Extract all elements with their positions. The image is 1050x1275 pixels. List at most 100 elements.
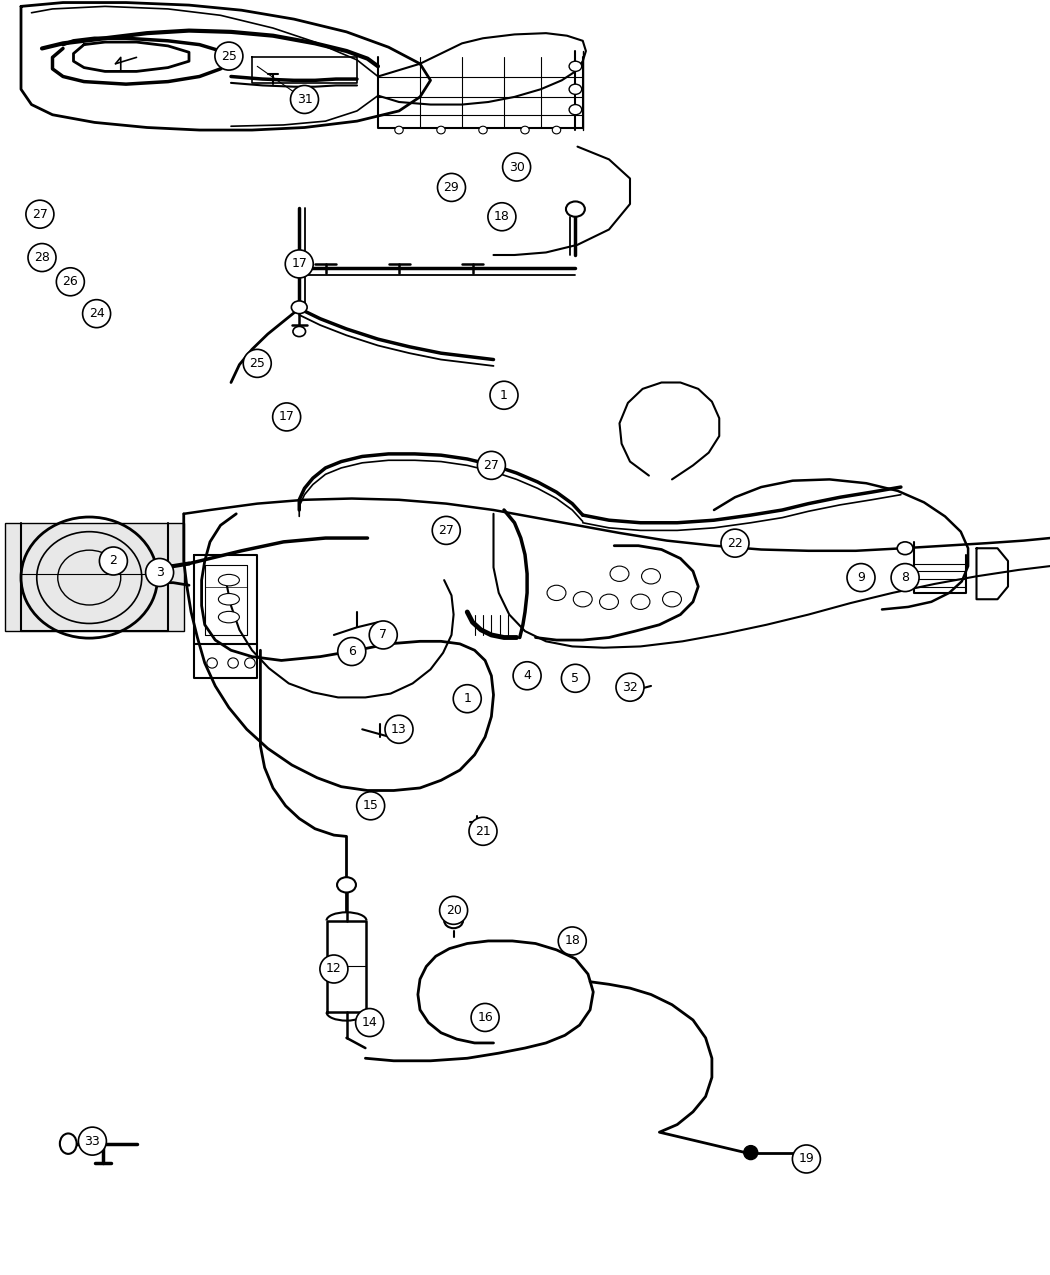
Text: 31: 31	[296, 93, 313, 106]
Circle shape	[793, 1145, 820, 1173]
Text: 13: 13	[391, 723, 407, 736]
Circle shape	[471, 1003, 499, 1031]
Ellipse shape	[437, 126, 445, 134]
Ellipse shape	[444, 913, 463, 928]
Circle shape	[28, 244, 56, 272]
Ellipse shape	[569, 105, 582, 115]
Ellipse shape	[897, 570, 914, 583]
Circle shape	[891, 564, 919, 592]
Text: 19: 19	[798, 1153, 815, 1165]
Circle shape	[338, 638, 365, 666]
Ellipse shape	[395, 126, 403, 134]
Circle shape	[79, 1127, 106, 1155]
Ellipse shape	[573, 592, 592, 607]
Text: 25: 25	[220, 50, 237, 62]
Circle shape	[513, 662, 541, 690]
Text: 30: 30	[508, 161, 525, 173]
Ellipse shape	[218, 574, 239, 586]
Text: 15: 15	[362, 799, 379, 812]
Circle shape	[356, 1009, 383, 1037]
Polygon shape	[5, 523, 184, 631]
Ellipse shape	[622, 682, 643, 700]
Text: 4: 4	[523, 669, 531, 682]
Circle shape	[440, 896, 467, 924]
Text: 29: 29	[443, 181, 460, 194]
Ellipse shape	[218, 612, 239, 623]
Circle shape	[291, 85, 318, 113]
Circle shape	[433, 516, 460, 544]
Text: 27: 27	[483, 459, 500, 472]
Text: 26: 26	[63, 275, 79, 288]
Text: 5: 5	[571, 672, 580, 685]
Text: 32: 32	[622, 681, 638, 694]
Ellipse shape	[293, 326, 306, 337]
Circle shape	[286, 250, 313, 278]
Text: 24: 24	[88, 307, 104, 320]
Text: 25: 25	[249, 357, 266, 370]
Circle shape	[57, 268, 84, 296]
Text: 7: 7	[379, 629, 387, 641]
Ellipse shape	[60, 1133, 77, 1154]
Text: 9: 9	[857, 571, 865, 584]
Circle shape	[385, 715, 413, 743]
Circle shape	[273, 403, 300, 431]
Ellipse shape	[663, 592, 681, 607]
Ellipse shape	[569, 61, 582, 71]
Text: 20: 20	[445, 904, 462, 917]
Circle shape	[83, 300, 110, 328]
Text: 12: 12	[326, 963, 341, 975]
Ellipse shape	[218, 594, 239, 606]
Text: 33: 33	[84, 1135, 100, 1148]
Circle shape	[454, 685, 481, 713]
Ellipse shape	[337, 877, 356, 892]
Text: 16: 16	[477, 1011, 493, 1024]
Circle shape	[721, 529, 749, 557]
Text: 1: 1	[500, 389, 508, 402]
Ellipse shape	[292, 301, 307, 314]
Circle shape	[244, 349, 271, 377]
Circle shape	[438, 173, 465, 201]
Text: 17: 17	[291, 258, 308, 270]
Ellipse shape	[610, 566, 629, 581]
Circle shape	[562, 664, 589, 692]
Circle shape	[26, 200, 54, 228]
Text: 18: 18	[494, 210, 510, 223]
Circle shape	[478, 451, 505, 479]
Ellipse shape	[547, 585, 566, 601]
Text: 6: 6	[348, 645, 356, 658]
Circle shape	[320, 955, 348, 983]
Circle shape	[616, 673, 644, 701]
Circle shape	[215, 42, 243, 70]
Ellipse shape	[521, 126, 529, 134]
Circle shape	[370, 621, 397, 649]
Ellipse shape	[897, 542, 914, 555]
Ellipse shape	[566, 201, 585, 217]
Circle shape	[743, 1146, 758, 1159]
Text: 1: 1	[463, 692, 471, 705]
Circle shape	[503, 153, 530, 181]
Circle shape	[146, 558, 173, 587]
Ellipse shape	[245, 658, 255, 668]
Text: 3: 3	[155, 566, 164, 579]
Ellipse shape	[479, 126, 487, 134]
Ellipse shape	[631, 594, 650, 609]
Circle shape	[847, 564, 875, 592]
Text: 2: 2	[109, 555, 118, 567]
Ellipse shape	[228, 658, 238, 668]
Text: 27: 27	[32, 208, 48, 221]
Circle shape	[100, 547, 127, 575]
Text: 18: 18	[564, 935, 581, 947]
Text: 8: 8	[901, 571, 909, 584]
Ellipse shape	[569, 84, 582, 94]
Circle shape	[469, 817, 497, 845]
Text: 28: 28	[34, 251, 50, 264]
Text: 17: 17	[278, 411, 295, 423]
Circle shape	[490, 381, 518, 409]
Ellipse shape	[207, 658, 217, 668]
Ellipse shape	[552, 126, 561, 134]
Circle shape	[488, 203, 516, 231]
Circle shape	[559, 927, 586, 955]
Circle shape	[357, 792, 384, 820]
Text: 21: 21	[475, 825, 491, 838]
Text: 27: 27	[438, 524, 455, 537]
